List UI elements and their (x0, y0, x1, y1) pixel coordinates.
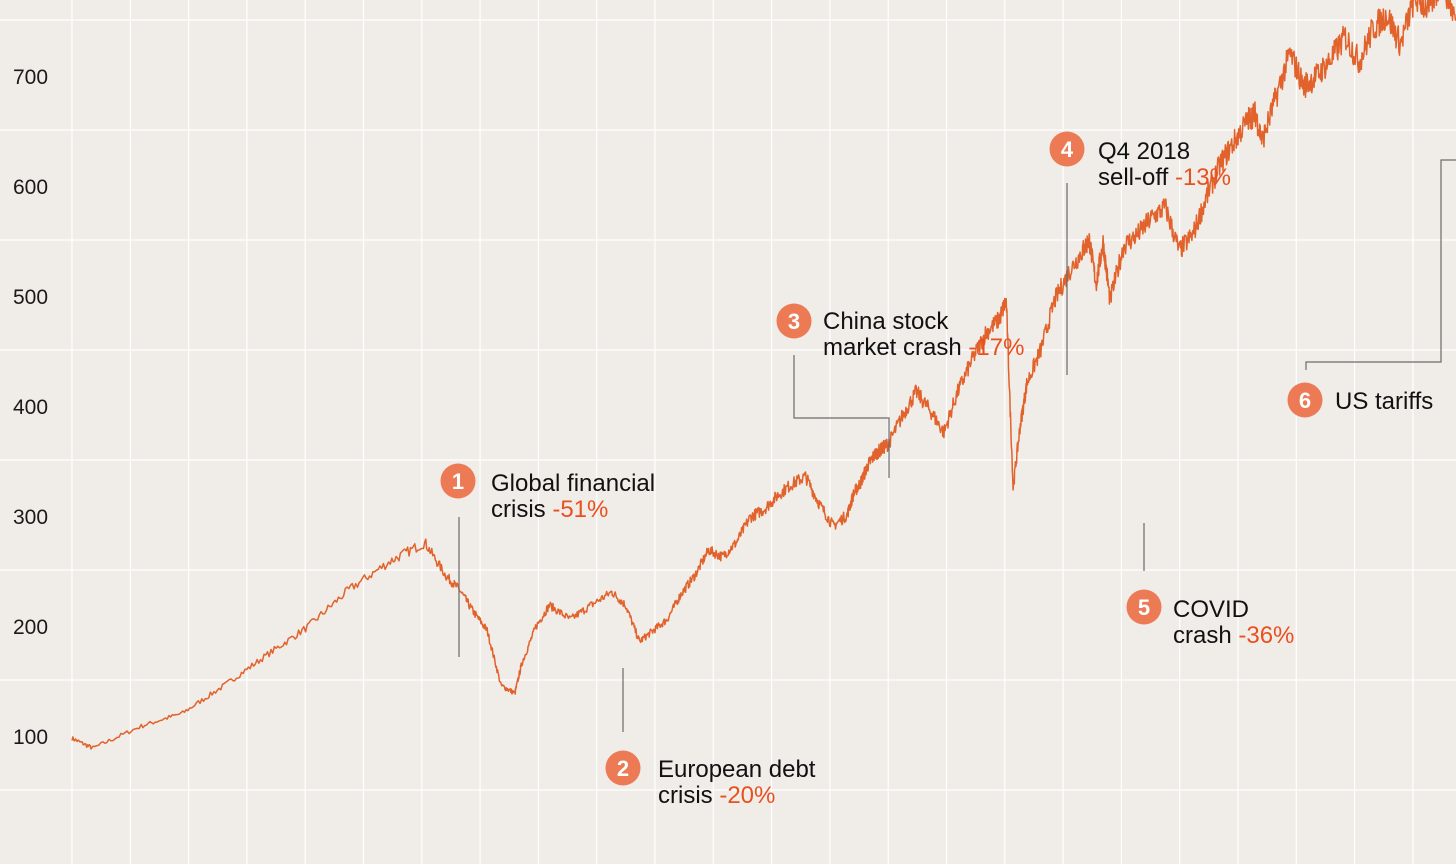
y-tick-label: 100 (13, 726, 48, 749)
annotation-3-subtitle: market crash -17% (823, 334, 1024, 361)
y-tick-label: 600 (13, 176, 48, 199)
annotation-4-number: 4 (1061, 137, 1074, 162)
annotation-5-title: COVID (1173, 596, 1249, 623)
annotation-5-badge (1126, 589, 1162, 625)
annotation-4-line2: sell-off (1098, 164, 1169, 191)
annotation-2-pct: -20% (719, 782, 775, 809)
annotation-2: 2 European debt crisis -20% (605, 750, 816, 809)
annotation-1-line2: crisis (491, 496, 546, 523)
series-line-index (71, 0, 1456, 750)
y-tick-label: 300 (13, 506, 48, 529)
annotation-4-subtitle: sell-off -13% (1098, 164, 1231, 191)
annotation-5-pct: -36% (1238, 622, 1294, 649)
leader-6 (1305, 159, 1456, 370)
annotation-3-pct: -17% (968, 334, 1024, 361)
annotation-2-number: 2 (617, 756, 629, 781)
annotation-4-pct: -13% (1175, 164, 1231, 191)
annotation-6: 6 US tariffs (1287, 382, 1433, 418)
annotation-3-number: 3 (788, 309, 800, 334)
annotation-2-subtitle: crisis -20% (658, 782, 775, 809)
y-tick-label: 400 (13, 396, 48, 419)
annotation-6-number: 6 (1299, 388, 1311, 413)
annotation-2-badge (605, 750, 641, 786)
annotation-3: 3 China stock market crash -17% (776, 303, 1024, 361)
annotation-6-title: US tariffs (1335, 388, 1433, 415)
annotation-3-title: China stock (823, 308, 949, 335)
y-axis: 100 200 300 400 500 600 700 (13, 66, 48, 749)
annotation-1-badge (440, 463, 476, 499)
annotation-6-badge (1287, 382, 1323, 418)
annotation-3-line2: market crash (823, 334, 962, 361)
annotation-leaders (458, 159, 1456, 732)
annotation-1-title: Global financial (491, 470, 655, 497)
annotation-4: 4 Q4 2018 sell-off -13% (1049, 131, 1231, 191)
y-tick-label: 700 (13, 66, 48, 89)
leader-3 (793, 355, 890, 478)
annotation-5-subtitle: crash -36% (1173, 622, 1294, 649)
annotation-1: 1 Global financial crisis -51% (440, 463, 655, 523)
annotation-2-title: European debt (658, 756, 816, 783)
annotation-1-number: 1 (452, 469, 464, 494)
annotation-4-badge (1049, 131, 1085, 167)
annotation-4-title: Q4 2018 (1098, 138, 1190, 165)
y-tick-label: 200 (13, 616, 48, 639)
annotation-5-number: 5 (1138, 595, 1150, 620)
annotation-2-line2: crisis (658, 782, 713, 809)
y-tick-label: 500 (13, 286, 48, 309)
annotation-1-pct: -51% (552, 496, 608, 523)
annotation-3-badge (776, 303, 812, 339)
annotation-5: 5 COVID crash -36% (1126, 589, 1294, 649)
series-line-layer (71, 0, 1456, 750)
annotation-5-line2: crash (1173, 622, 1232, 649)
annotation-1-subtitle: crisis -51% (491, 496, 608, 523)
